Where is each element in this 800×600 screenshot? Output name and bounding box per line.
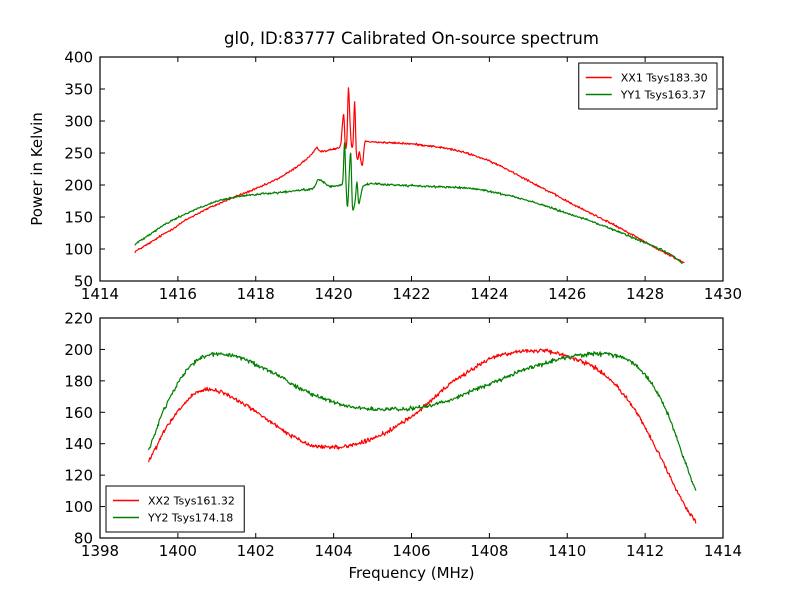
x-tick-label: 1412 [626, 542, 664, 560]
x-tick-label: 1406 [392, 542, 430, 560]
legend-label: YY2 Tsys174.18 [147, 512, 233, 525]
y-tick-label: 140 [64, 435, 93, 453]
y-tick-label: 120 [64, 467, 93, 485]
top-panel: 1414 1416 1418 1420 1422 1424 1426 1428 1430 50 10… [64, 49, 742, 304]
y-tick-label: 100 [64, 241, 93, 259]
legend-label: XX2 Tsys161.32 [148, 495, 235, 508]
x-tick-label: 1418 [237, 285, 275, 303]
page-title: gl0, ID:83777 Calibrated On-source spect… [224, 29, 599, 48]
legend-label: XX1 Tsys183.30 [621, 72, 708, 85]
x-tick-label: 1414 [81, 285, 119, 303]
x-tick-label: 1420 [315, 285, 353, 303]
x-tick-label: 1424 [470, 285, 508, 303]
y-tick-label: 220 [64, 310, 93, 328]
x-tick-label: 1410 [548, 542, 586, 560]
data-series-yy [148, 351, 697, 491]
series-layer [134, 87, 685, 265]
x-tick-label: 1422 [392, 285, 430, 303]
y-tick-label: 300 [64, 113, 93, 131]
legend-background [105, 485, 245, 533]
x-tick-label: 1400 [159, 542, 197, 560]
x-tick-label: 1402 [237, 542, 275, 560]
x-axis-label: Frequency (MHz) [348, 564, 474, 582]
x-tick-label: 1416 [159, 285, 197, 303]
y-tick-label: 150 [64, 209, 93, 227]
data-series-xx [148, 348, 697, 524]
legend: XX2 Tsys161.32 YY2 Tsys174.18 [105, 485, 245, 533]
figure-titles: gl0, ID:83777 Calibrated On-source spect… [28, 29, 599, 582]
legend: XX1 Tsys183.30 YY1 Tsys163.37 [578, 62, 718, 110]
y-tick-label: 100 [64, 498, 93, 516]
series-layer [148, 348, 697, 524]
bottom-panel: 1398 1400 1402 1404 1406 1408 1410 1412 1414 80 10… [64, 310, 742, 561]
x-tick-label: 1426 [548, 285, 586, 303]
x-tick-label: 1408 [470, 542, 508, 560]
y-tick-label: 180 [64, 372, 93, 390]
y-tick-label: 350 [64, 81, 93, 99]
y-tick-label: 50 [74, 273, 93, 291]
y-tick-label: 200 [64, 341, 93, 359]
legend-background [578, 62, 718, 110]
y-tick-label: 400 [64, 49, 93, 67]
y-tick-label: 160 [64, 404, 93, 422]
x-tick-label: 1398 [81, 542, 119, 560]
x-tick-label: 1430 [704, 285, 742, 303]
y-tick-label: 80 [74, 530, 93, 548]
data-series-yy [134, 142, 683, 265]
y-axis-label: Power in Kelvin [28, 112, 46, 226]
y-tick-label: 250 [64, 145, 93, 163]
x-tick-label: 1404 [315, 542, 353, 560]
legend-label: YY1 Tsys163.37 [620, 89, 706, 102]
y-tick-label: 200 [64, 177, 93, 195]
x-tick-label: 1414 [704, 542, 742, 560]
x-tick-label: 1428 [626, 285, 664, 303]
